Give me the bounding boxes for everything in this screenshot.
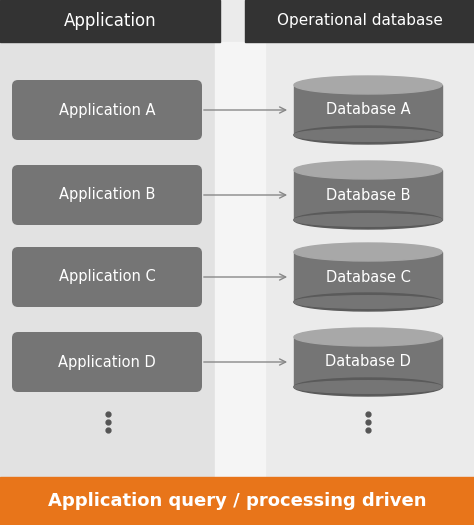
Ellipse shape [294,381,442,393]
Ellipse shape [294,378,442,396]
Bar [294,337,442,387]
Bar [245,0,474,42]
Bar [294,85,442,135]
Text: Application C: Application C [59,269,155,285]
Ellipse shape [294,293,442,311]
Text: Application D: Application D [58,354,156,370]
Bar [215,42,265,477]
Bar [0,0,220,42]
Text: Application A: Application A [59,102,155,118]
Text: Application: Application [64,12,156,30]
Text: Database D: Database D [325,354,411,370]
Ellipse shape [294,129,442,141]
FancyBboxPatch shape [12,80,202,140]
Ellipse shape [294,296,442,308]
FancyBboxPatch shape [12,165,202,225]
Ellipse shape [294,214,442,226]
Ellipse shape [294,328,442,346]
Ellipse shape [294,243,442,261]
Ellipse shape [294,126,442,144]
Text: Application B: Application B [59,187,155,203]
Bar [294,170,442,220]
Text: Application query / processing driven: Application query / processing driven [48,492,426,510]
FancyBboxPatch shape [12,332,202,392]
Bar [0,477,474,525]
FancyBboxPatch shape [12,247,202,307]
Text: Database C: Database C [326,269,410,285]
Text: Database A: Database A [326,102,410,118]
Ellipse shape [294,76,442,94]
Ellipse shape [294,211,442,229]
Text: Database B: Database B [326,187,410,203]
Ellipse shape [294,161,442,179]
Bar [0,42,220,477]
Bar [294,252,442,302]
Text: Operational database: Operational database [276,14,442,28]
